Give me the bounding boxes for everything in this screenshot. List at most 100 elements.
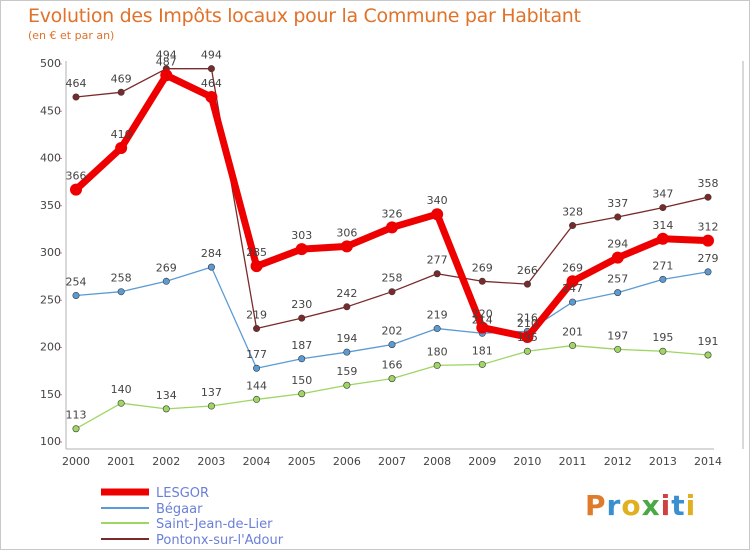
data-label: 219 <box>427 309 448 322</box>
data-label: 195 <box>517 331 538 344</box>
data-label: 210 <box>517 317 538 330</box>
data-label: 140 <box>111 383 132 396</box>
x-tick-label: 2003 <box>197 455 225 468</box>
logo-letter: r <box>606 489 622 522</box>
data-label: 197 <box>607 329 628 342</box>
x-tick-label: 2001 <box>107 455 135 468</box>
x-tick-label: 2009 <box>468 455 496 468</box>
legend-label: Bégaar <box>156 502 203 517</box>
x-tick-label: 2008 <box>423 455 451 468</box>
data-point <box>72 425 80 433</box>
data-point <box>388 375 396 383</box>
data-point <box>523 280 531 288</box>
legend-label: Pontonx-sur-l'Adour <box>156 533 284 548</box>
data-label: 328 <box>562 206 583 219</box>
data-label: 187 <box>291 339 312 352</box>
data-point <box>253 325 261 333</box>
data-label: 312 <box>698 221 719 234</box>
data-label: 166 <box>382 359 403 372</box>
x-tick-label: 2002 <box>152 455 180 468</box>
data-label: 337 <box>607 197 628 210</box>
y-tick-label: 400 <box>40 152 61 165</box>
data-label: 177 <box>246 348 267 361</box>
data-point <box>476 321 489 334</box>
data-label: 191 <box>698 335 719 348</box>
x-tick-label: 2011 <box>559 455 587 468</box>
data-label: 202 <box>382 325 403 338</box>
data-point <box>704 193 712 201</box>
data-label: 326 <box>382 207 403 220</box>
x-tick-label: 2013 <box>649 455 677 468</box>
x-tick-label: 2014 <box>694 455 722 468</box>
data-point <box>702 234 714 247</box>
x-tick-label: 2006 <box>333 455 361 468</box>
data-point <box>343 303 351 311</box>
data-label: 266 <box>517 264 538 277</box>
data-point <box>614 345 622 353</box>
data-point <box>388 288 396 296</box>
data-point <box>117 399 125 407</box>
data-point <box>433 270 441 278</box>
data-label: 294 <box>607 238 628 251</box>
chart-title: Evolution des Impôts locaux pour la Comm… <box>28 5 581 27</box>
data-point <box>207 263 215 271</box>
data-label: 230 <box>291 298 312 311</box>
data-point <box>298 390 306 398</box>
x-tick-label: 2012 <box>604 455 632 468</box>
logo-letter: i <box>685 489 697 522</box>
data-point <box>704 268 712 276</box>
data-point <box>569 342 577 350</box>
data-point <box>431 208 444 221</box>
data-label: 137 <box>201 386 222 399</box>
logo-letter: o <box>621 489 642 522</box>
data-label: 195 <box>652 331 673 344</box>
data-point <box>162 405 170 413</box>
data-label: 285 <box>246 246 267 259</box>
data-label: 303 <box>291 229 312 242</box>
data-point <box>298 355 306 363</box>
data-label: 201 <box>562 326 583 339</box>
y-tick-label: 350 <box>40 199 61 212</box>
data-point <box>569 222 577 230</box>
data-label: 258 <box>111 272 132 285</box>
data-point <box>115 142 128 155</box>
data-label: 194 <box>336 332 357 345</box>
data-point <box>433 325 441 333</box>
data-point <box>614 289 622 297</box>
data-label: 284 <box>201 247 222 260</box>
data-label: 258 <box>382 272 403 285</box>
data-point <box>433 361 441 369</box>
data-label: 410 <box>111 128 132 141</box>
chart-subtitle: (en € et par an) <box>28 29 115 42</box>
data-label: 254 <box>66 275 87 288</box>
data-point <box>253 395 261 403</box>
data-point <box>117 288 125 296</box>
data-label: 134 <box>156 389 177 402</box>
data-point <box>343 381 351 389</box>
data-label: 464 <box>201 77 222 90</box>
data-point <box>614 213 622 221</box>
x-tick-label: 2005 <box>288 455 316 468</box>
data-label: 487 <box>156 55 177 68</box>
data-point <box>521 331 534 344</box>
data-point <box>569 298 577 306</box>
data-label: 347 <box>652 188 673 201</box>
data-point <box>478 360 486 368</box>
data-point <box>523 347 531 355</box>
data-point <box>117 88 125 96</box>
data-label: 271 <box>652 259 673 272</box>
y-tick-label: 150 <box>40 388 61 401</box>
data-point <box>72 291 80 299</box>
x-tick-label: 2007 <box>378 455 406 468</box>
data-label: 314 <box>652 219 673 232</box>
y-tick-label: 250 <box>40 293 61 306</box>
data-label: 340 <box>427 194 448 207</box>
data-point <box>72 93 80 101</box>
data-point <box>253 364 261 372</box>
data-label: 257 <box>607 273 628 286</box>
data-label: 144 <box>246 379 267 392</box>
data-point <box>388 341 396 349</box>
data-point <box>659 275 667 283</box>
data-label: 150 <box>291 374 312 387</box>
data-label: 306 <box>336 226 357 239</box>
